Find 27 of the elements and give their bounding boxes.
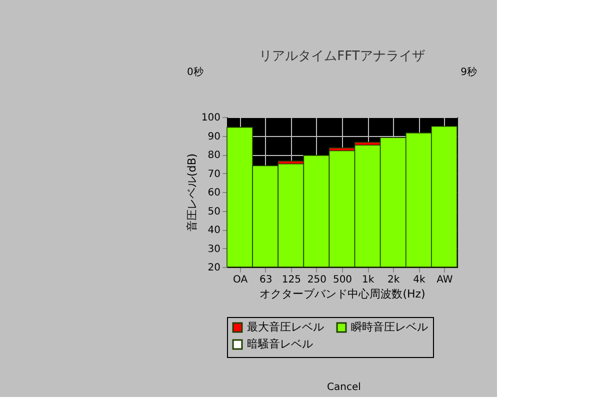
text: 0秒: [187, 66, 204, 78]
text: 9秒: [460, 66, 477, 78]
y-tick-label: 90: [208, 131, 220, 142]
y-tick-label: 20: [208, 262, 220, 274]
x-tick-label: 63: [259, 274, 272, 286]
y-tick-label: 60: [208, 188, 220, 198]
legend-label: 瞬時音圧レベル: [351, 320, 428, 334]
x-tick-label: 2k: [388, 274, 400, 286]
legend-label: 最大音圧レベル: [247, 320, 324, 334]
chart-title: リアルタイムFFTアナライザ: [259, 49, 425, 64]
text: Cancel: [327, 382, 361, 393]
y-tick-label: 80: [208, 150, 220, 161]
y-tick-label: 40: [208, 225, 220, 236]
y-tick-label: 100: [201, 112, 220, 124]
x-tick-label: OA: [233, 274, 248, 286]
x-axis-title: オクターブバンド中心周波数(Hz): [260, 288, 426, 300]
x-tick-label: 4k: [413, 274, 426, 286]
y-axis-title: 音圧レベル(dB): [185, 153, 198, 232]
legend-label: 暗騒音レベル: [247, 338, 313, 350]
x-tick-label: 500: [332, 274, 352, 286]
x-tick-label: AW: [436, 274, 453, 286]
y-tick-label: 50: [208, 206, 220, 218]
x-tick-label: 1k: [362, 274, 374, 286]
x-tick-label: 125: [282, 274, 301, 286]
y-tick-label: 70: [208, 168, 220, 180]
y-tick-label: 30: [208, 244, 220, 255]
x-tick-label: 250: [307, 274, 326, 286]
